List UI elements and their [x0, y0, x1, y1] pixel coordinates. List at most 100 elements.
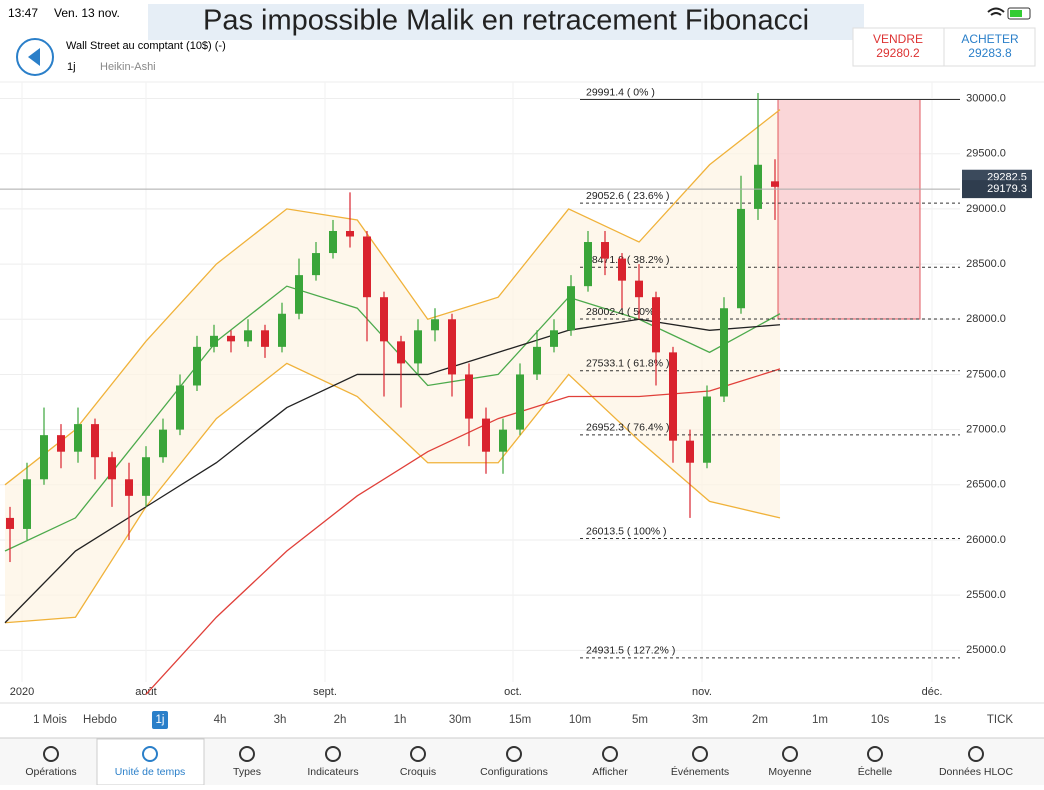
timeframe[interactable]: 1m [812, 714, 828, 726]
fib-label: 28002.4 ( 50% ) [586, 306, 661, 318]
timeframe[interactable]: Hebdo [83, 714, 117, 726]
timeframe[interactable]: 5m [632, 714, 648, 726]
y-tick-label: 27500.0 [966, 368, 1006, 380]
candle-body [74, 424, 82, 452]
y-tick-label: 25500.0 [966, 589, 1006, 601]
y-tick-label: 28000.0 [966, 313, 1006, 325]
toolbar-item[interactable]: Événements [671, 765, 729, 778]
overlay-title: Pas impossible Malik en retracement Fibo… [203, 5, 809, 37]
timeframe[interactable]: 1h [394, 714, 407, 726]
toolbar-item[interactable]: Croquis [400, 766, 436, 778]
timeframe[interactable]: 1s [934, 714, 946, 726]
indicator-line [4, 318, 781, 624]
back-arrow [28, 48, 40, 66]
chart: 25000.0 25500.0 26000.0 26500.0 27000.0 27500… [0, 82, 1032, 698]
toolbar-icon [782, 746, 798, 762]
last-price-tag [962, 180, 1032, 199]
buy-button[interactable] [943, 27, 1036, 67]
toolbar-item[interactable]: Configurations [480, 766, 548, 778]
buy-label: ACHETER [961, 32, 1019, 46]
toolbar-item[interactable]: Opérations [25, 766, 76, 778]
toolbar-item[interactable]: Unité de temps [115, 766, 186, 778]
toolbar-item[interactable]: Échelle [858, 765, 893, 778]
candle-body [227, 335, 235, 342]
fib-label: 27533.1 ( 61.8% ) [586, 358, 669, 370]
sell-price: 29280.2 [876, 46, 920, 60]
candle-body [499, 429, 507, 452]
toolbar-icon [506, 746, 522, 762]
x-tick-label: 2020 [10, 686, 34, 698]
toolbar-icon [410, 746, 426, 762]
candle-body [448, 319, 456, 375]
timeframe[interactable]: 3h [274, 714, 287, 726]
timeframe[interactable]: TICK [987, 714, 1014, 726]
x-tick-label: déc. [922, 686, 943, 698]
toolbar-item[interactable]: Indicateurs [307, 766, 358, 778]
y-tick-label: 27000.0 [966, 424, 1006, 436]
candle-body [414, 330, 422, 364]
timeframe[interactable]: 10m [569, 714, 591, 726]
sell-button[interactable] [852, 27, 945, 67]
candle-body [703, 396, 711, 463]
candle-body [159, 429, 167, 458]
timeframe[interactable]: 3m [692, 714, 708, 726]
y-tick-label: 28500.0 [966, 258, 1006, 270]
candle-body [210, 335, 218, 347]
candle-body [295, 275, 303, 314]
candle-body [431, 319, 439, 331]
candle-body [244, 330, 252, 342]
candle-body [380, 297, 388, 342]
indicator-line [4, 285, 781, 552]
candle-body [193, 346, 201, 386]
candle-body [176, 385, 184, 430]
toolbar-item[interactable]: Types [233, 766, 261, 778]
last-price: 29179.3 [987, 183, 1027, 195]
timeframe[interactable]: 1j [156, 714, 165, 726]
status-date: Ven. 13 nov. [54, 6, 120, 20]
candle-body [771, 181, 779, 187]
x-tick-label: nov. [692, 686, 712, 698]
fib-label: 26013.5 ( 100% ) [586, 525, 667, 537]
candle-body [57, 435, 65, 452]
timeframe[interactable]: 2m [752, 714, 768, 726]
candle-body [601, 242, 609, 259]
candle-body [40, 435, 48, 480]
candle-body [23, 479, 31, 529]
candle-body [108, 457, 116, 480]
toolbar-item[interactable]: Afficher [592, 766, 628, 778]
timeframe[interactable]: 1 Mois [33, 714, 67, 726]
toolbar-item[interactable]: Données HLOC [939, 766, 1014, 778]
timeframe[interactable]: 30m [449, 714, 471, 726]
toolbar-item[interactable]: Moyenne [768, 766, 811, 778]
sell-label: VENDRE [873, 32, 923, 46]
instrument: Wall Street au comptant (10$) (-) [66, 40, 226, 52]
band-fill [5, 109, 780, 623]
candle-body [465, 374, 473, 419]
indicator-line [4, 362, 781, 624]
toolbar-icon [968, 746, 984, 762]
candle-body [329, 230, 337, 254]
candle-body [261, 330, 269, 347]
candle-body [567, 286, 575, 331]
timeframe[interactable]: 2h [334, 714, 347, 726]
candle-body [125, 479, 133, 496]
candle-body [363, 236, 371, 298]
candle-body [482, 418, 490, 452]
timeframe[interactable]: 4h [214, 714, 227, 726]
timeframe[interactable]: 10s [871, 714, 890, 726]
period: 1j [67, 61, 76, 73]
toolbar-selected [96, 738, 205, 786]
candle-body [720, 308, 728, 397]
candle-body [754, 164, 762, 209]
y-tick-label: 26500.0 [966, 479, 1006, 491]
candle-body [346, 230, 354, 237]
toolbar-icon [867, 746, 883, 762]
fib-zone [777, 99, 921, 320]
toolbar-icon [43, 746, 59, 762]
timeframe-selected [152, 711, 168, 729]
timeframe[interactable]: 15m [509, 714, 531, 726]
overlay-title-bg [148, 4, 864, 40]
y-tick-label: 30000.0 [966, 92, 1006, 104]
candle-body [737, 208, 745, 309]
